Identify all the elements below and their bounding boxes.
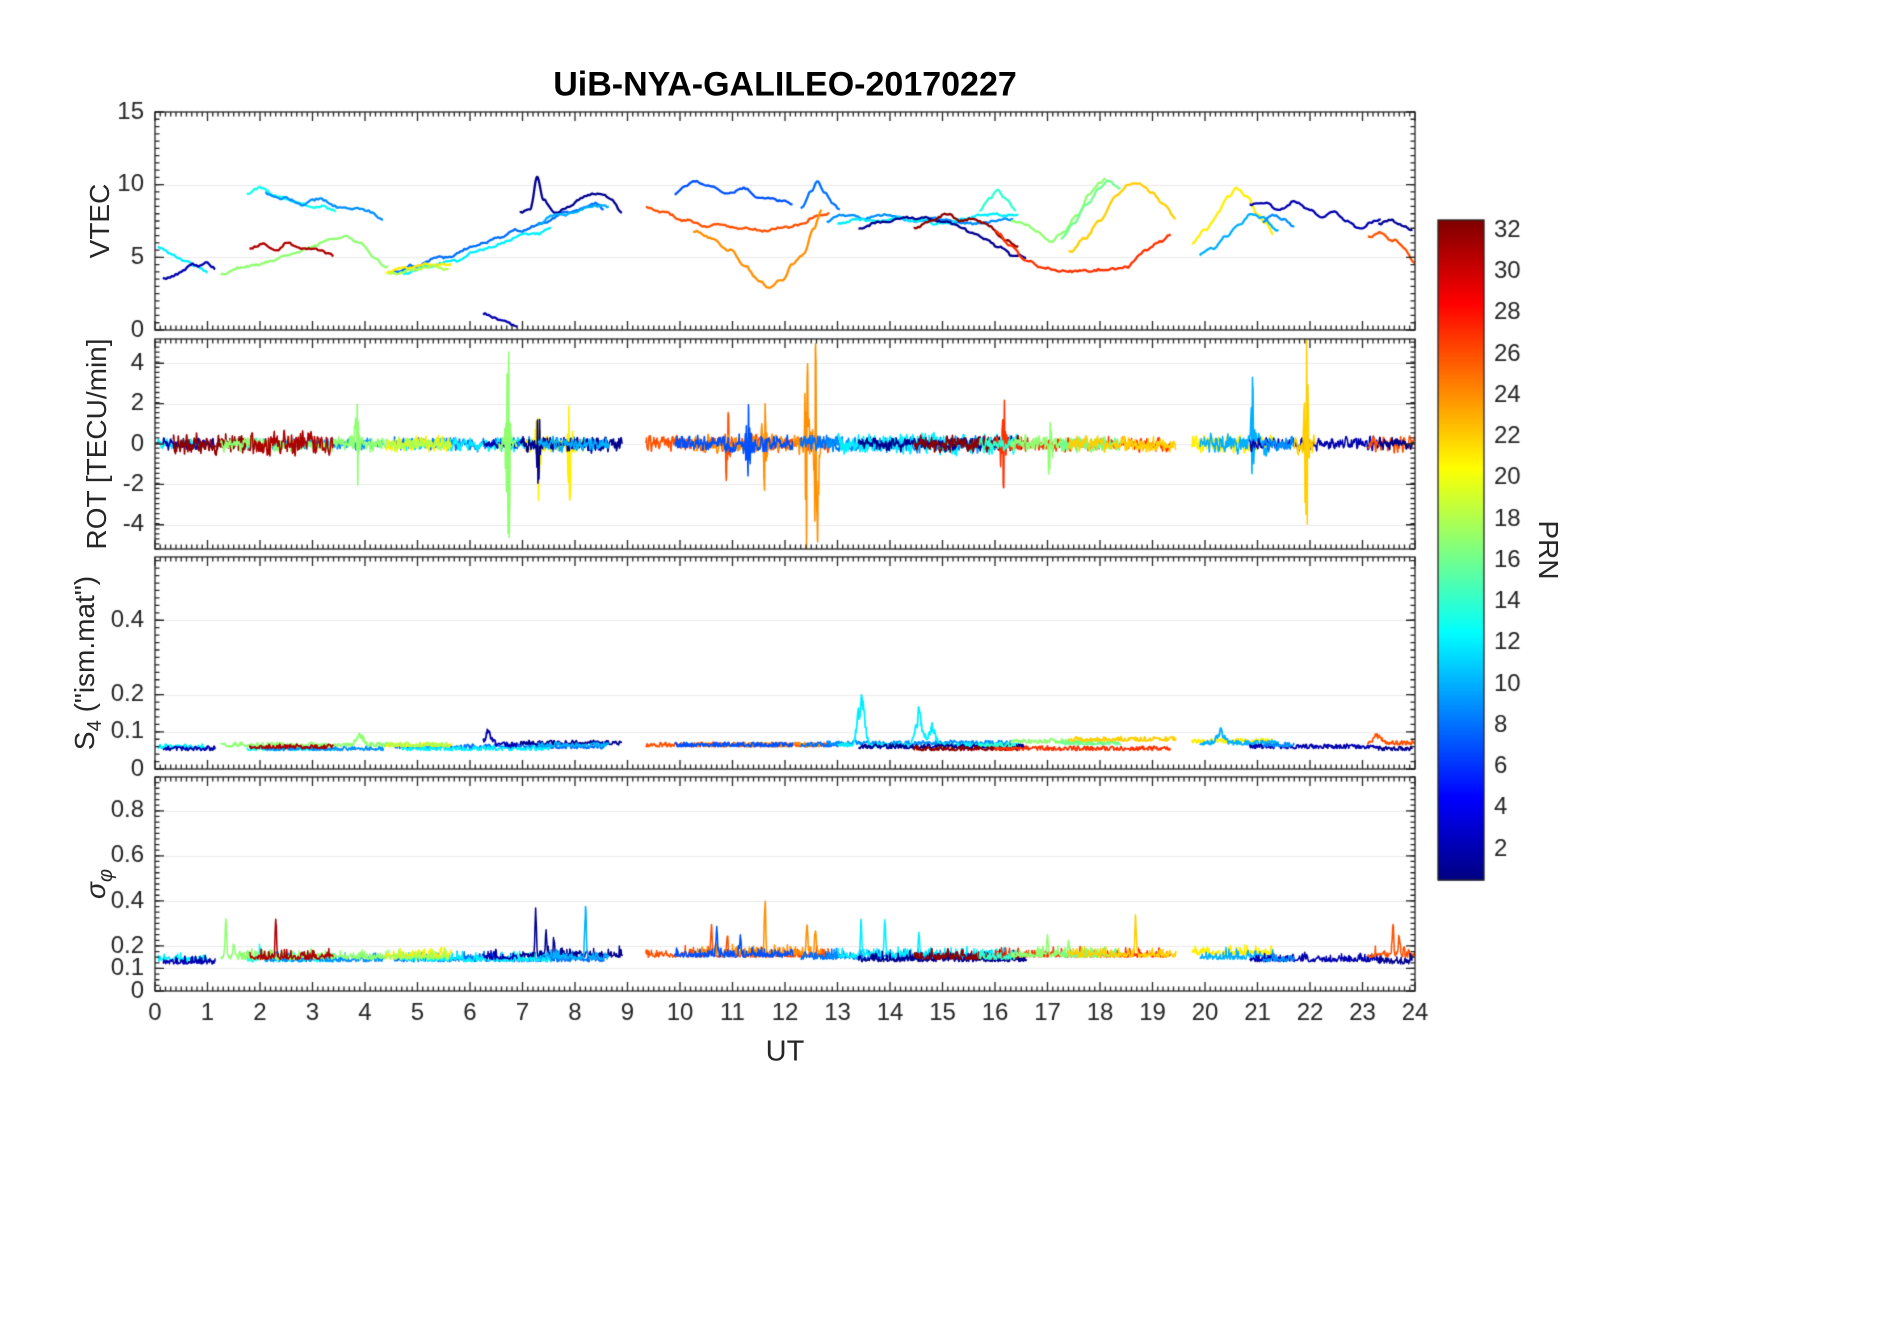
ylabel-sigma-main: σ bbox=[80, 882, 112, 900]
ylabel-s4: S4 ("ism.mat") bbox=[69, 576, 107, 750]
ylabel-sigma-phi: σφ bbox=[80, 869, 118, 899]
ylabel-rot: ROT [TECU/min] bbox=[81, 338, 112, 550]
chart-title: UiB-NYA-GALILEO-20170227 bbox=[553, 65, 1017, 104]
ylabel-vtec: VTEC bbox=[84, 183, 115, 259]
ylabel-s4-sub: 4 bbox=[83, 720, 106, 732]
ylabel-s4-rest: ("ism.mat") bbox=[69, 575, 101, 721]
ylabel-s4-main: S bbox=[69, 731, 101, 751]
ylabel-sigma-sub: φ bbox=[94, 868, 117, 883]
colorbar-label-prn: PRN bbox=[1533, 520, 1564, 580]
xlabel-ut: UT bbox=[765, 1035, 805, 1068]
